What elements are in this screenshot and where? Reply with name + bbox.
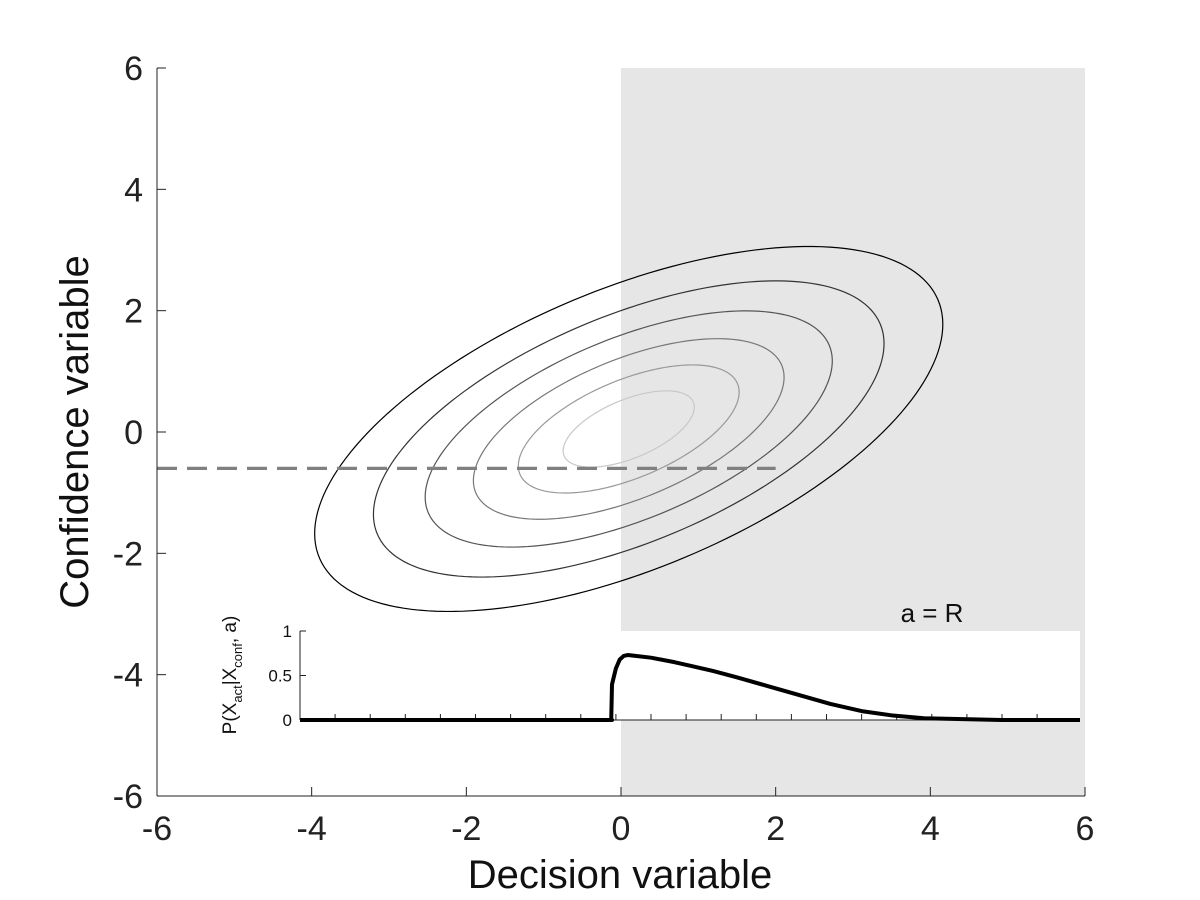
inset-annotation: a = R [901,598,964,628]
main-plot: -6 -4 -2 0 2 4 6 -6 -4 -2 0 2 4 6 [113,50,1095,848]
x-tick-label: 0 [612,810,631,848]
inset-ylabel-part-1: P(X [220,702,241,734]
contour-ellipse-4 [472,338,785,520]
y-tick-label: -4 [113,657,143,695]
inset-y-axis-label: P(Xact|Xconf, a) [220,616,245,735]
inset-y-tick-label: 1 [283,622,292,641]
inset-ylabel-sub-conf: conf [230,643,245,668]
inset-curve [300,653,1080,722]
x-tick-label: -2 [451,810,481,848]
inset-background [300,631,1080,720]
y-tick-label: 4 [124,171,143,209]
y-tick-label: 6 [124,50,143,88]
y-tick-label: -6 [113,778,143,816]
y-tick-label: 2 [124,293,143,331]
x-tick-label: 6 [1076,810,1095,848]
contour-ellipse-5 [517,364,740,494]
y-tick-label: -2 [113,535,143,573]
inset-plot: 00.51 [268,622,1080,730]
contour-ellipse-2 [372,280,885,578]
contour-ellipse-6 [562,390,695,468]
x-tick-label: 4 [921,810,940,848]
main-tick-labels: -6 -4 -2 0 2 4 6 -6 -4 -2 0 2 4 6 [113,50,1095,848]
y-axis-label: Confidence variable [53,255,97,609]
y-tick-label: 0 [124,414,143,452]
contour-ellipse-1 [314,245,944,613]
x-axis-label: Decision variable [468,853,773,897]
inset-ylabel-part-3: , a) [220,616,241,643]
inset-tick-labels: 00.51 [268,622,292,730]
contour-ellipse-3 [424,310,833,548]
inset-y-tick-label: 0.5 [268,667,292,686]
x-tick-label: 2 [766,810,785,848]
inset-ylabel-sub-act: act [230,685,245,703]
main-axes [156,67,1086,797]
contour-ellipses [314,245,944,613]
x-tick-label: -6 [142,810,172,848]
inset-y-tick-label: 0 [283,711,292,730]
x-tick-label: -4 [297,810,327,848]
inset-ylabel-part-2: |X [220,667,241,685]
